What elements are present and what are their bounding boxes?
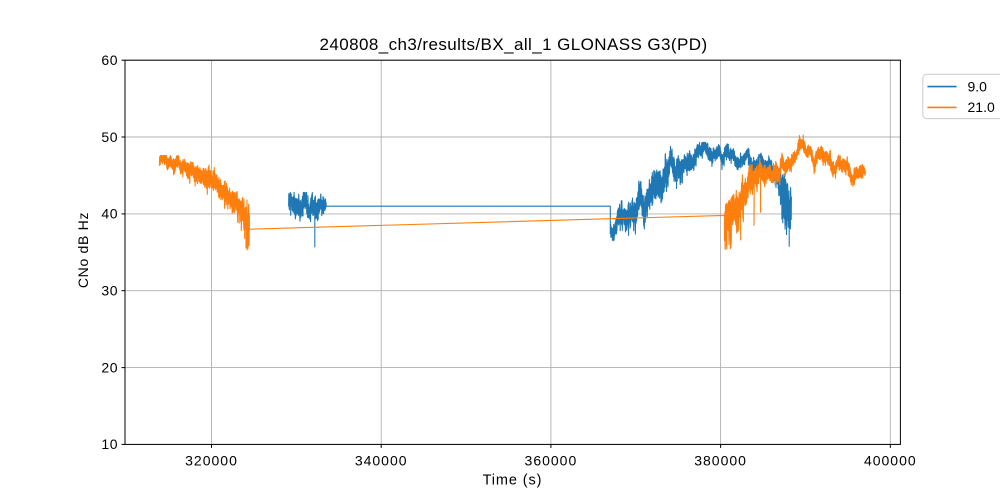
svg-text:380000: 380000 (694, 453, 747, 469)
svg-text:20: 20 (101, 359, 118, 375)
svg-text:30: 30 (101, 283, 118, 299)
svg-text:320000: 320000 (185, 453, 238, 469)
svg-text:10: 10 (101, 436, 118, 452)
svg-text:50: 50 (101, 129, 118, 145)
svg-text:360000: 360000 (525, 453, 578, 469)
svg-text:9.0: 9.0 (968, 78, 988, 94)
svg-text:40: 40 (101, 206, 118, 222)
svg-text:340000: 340000 (355, 453, 408, 469)
svg-text:60: 60 (101, 52, 118, 68)
svg-text:CNo dB Hz: CNo dB Hz (75, 212, 91, 288)
svg-text:240808_ch3/results/BX_all_1 GL: 240808_ch3/results/BX_all_1 GLONASS G3(P… (319, 35, 707, 54)
svg-text:400000: 400000 (864, 453, 917, 469)
svg-text:21.0: 21.0 (968, 99, 995, 115)
svg-text:Time (s): Time (s) (483, 473, 543, 489)
